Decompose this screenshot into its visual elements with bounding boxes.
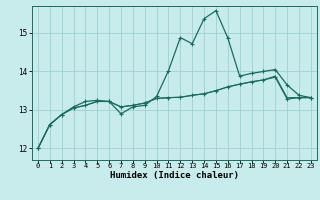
X-axis label: Humidex (Indice chaleur): Humidex (Indice chaleur) xyxy=(110,171,239,180)
